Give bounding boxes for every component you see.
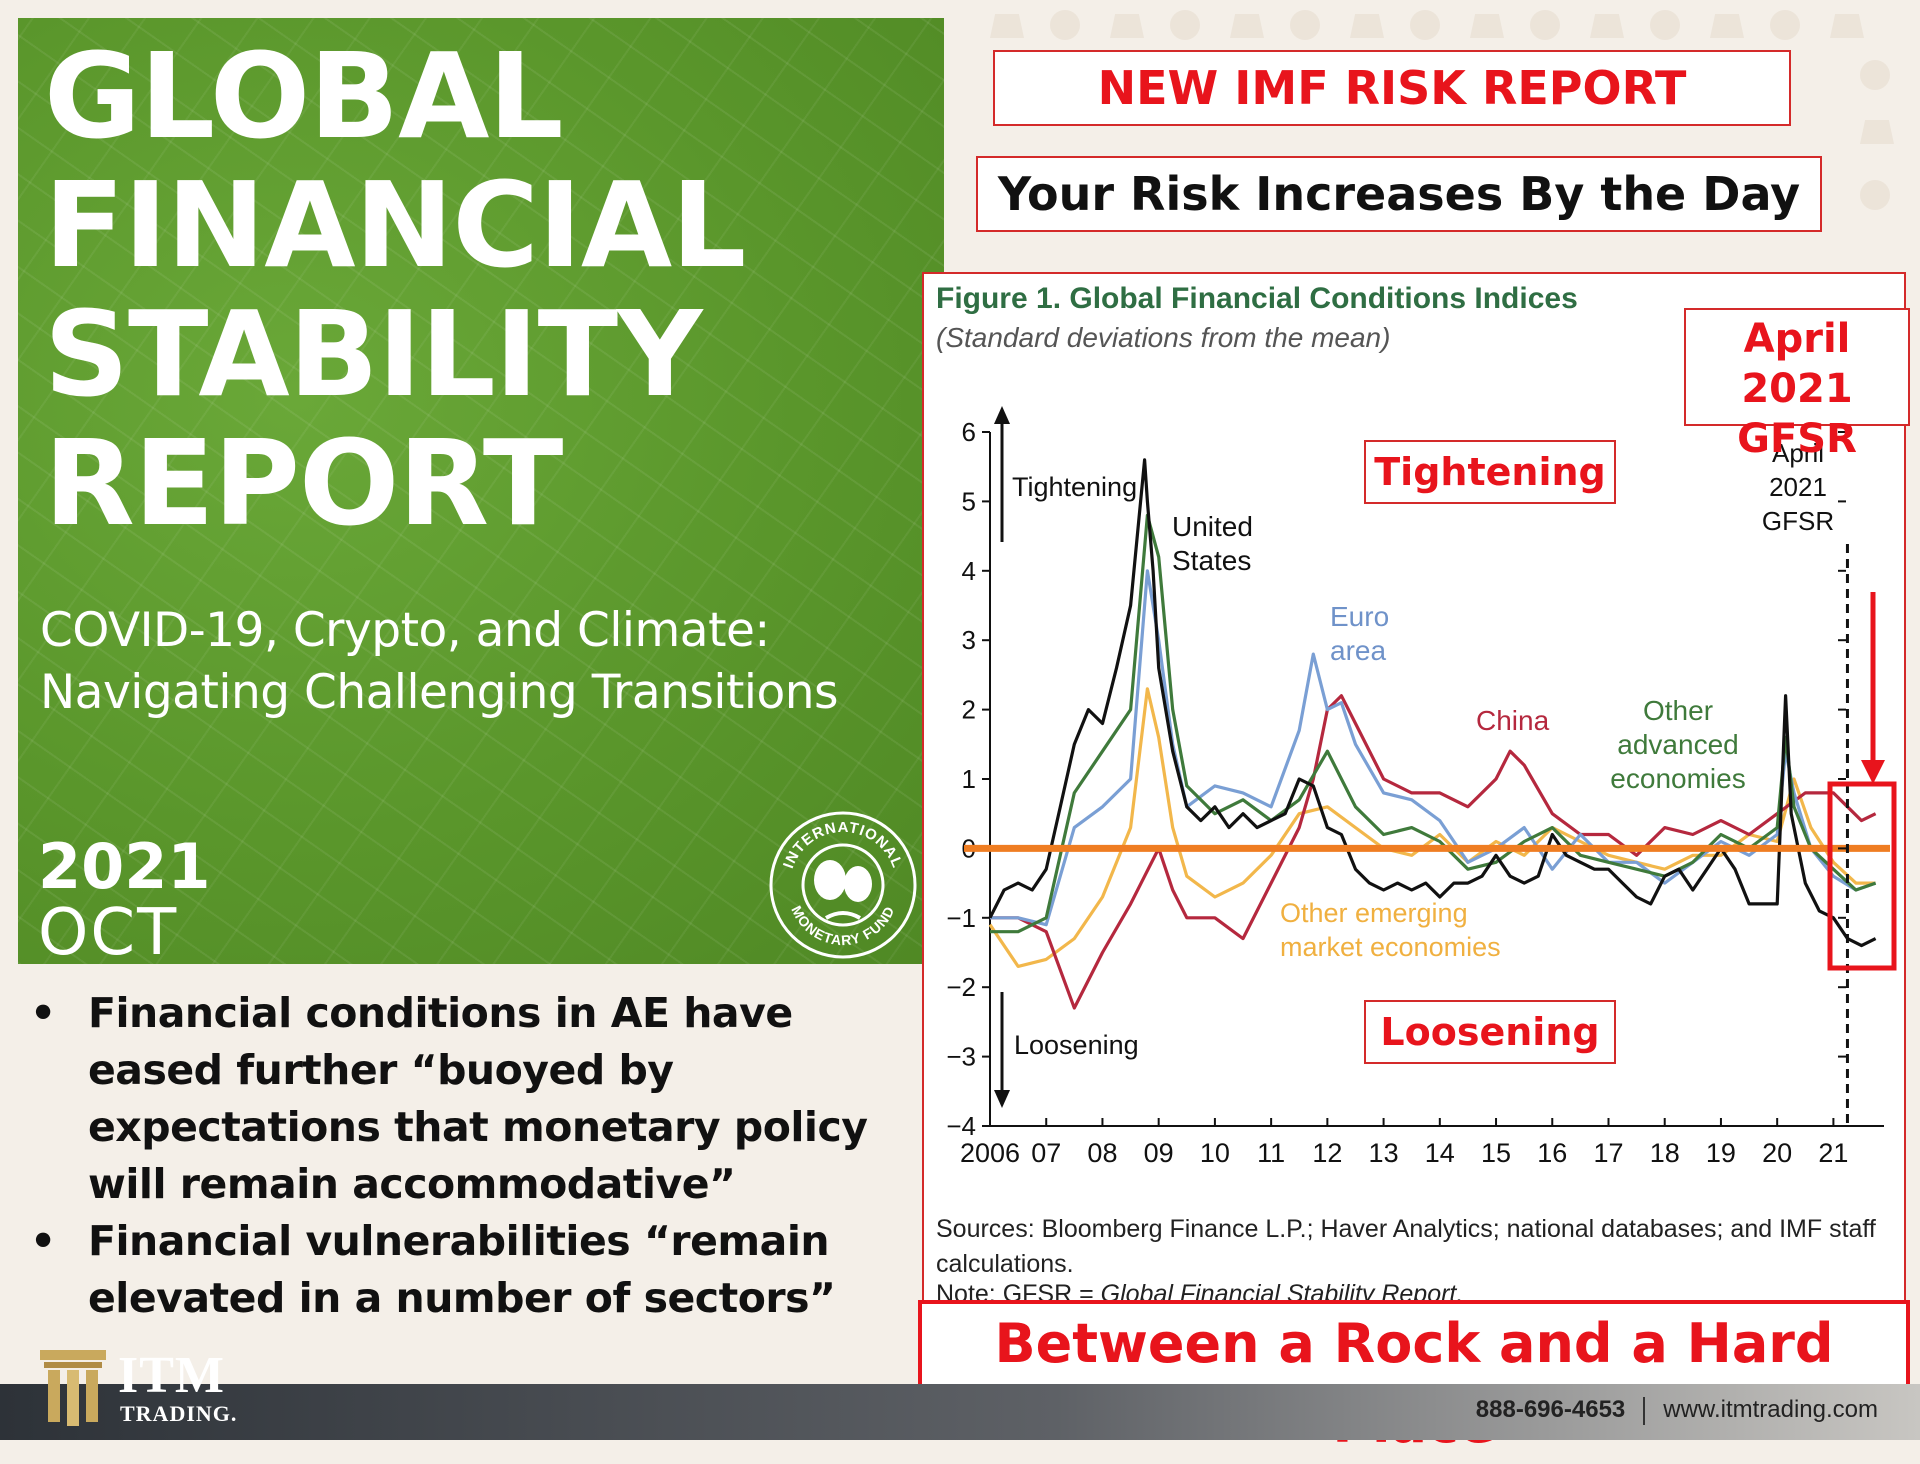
series-label-other-advanced-2: advanced: [1617, 729, 1738, 760]
x-tick-label: 20: [1762, 1138, 1792, 1168]
x-tick-label: 13: [1369, 1138, 1399, 1168]
y-tick-label: 5: [962, 486, 976, 516]
x-tick-label: 21: [1818, 1138, 1848, 1168]
y-tick-label: −1: [946, 903, 976, 933]
series-label-other-advanced-3: economies: [1610, 763, 1745, 794]
x-tick-label: 11: [1257, 1138, 1285, 1168]
y-tick-label: −4: [946, 1111, 976, 1141]
chart-label-april-3: GFSR: [1762, 506, 1834, 536]
website-link[interactable]: www.itmtrading.com: [1663, 1396, 1878, 1423]
series-label-china: China: [1476, 705, 1550, 736]
figure-title: Figure 1. Global Financial Conditions In…: [936, 282, 1578, 315]
y-tick-label: 2: [962, 695, 976, 725]
y-tick-label: 6: [962, 417, 976, 447]
report-cover: GLOBAL FINANCIAL STABILITY REPORT COVID-…: [18, 18, 944, 964]
series-label-other-advanced-1: Other: [1643, 695, 1713, 726]
loosening-callout: Loosening: [1364, 1000, 1616, 1064]
x-tick-label: 09: [1144, 1138, 1174, 1168]
chart-label-april-1: April: [1772, 438, 1824, 468]
brand-subname: TRADING.: [120, 1401, 238, 1426]
series-label-united-states-2: States: [1172, 545, 1251, 576]
line-chart: 6543210−1−2−3−4 200607080910111213141516…: [946, 406, 1897, 1168]
y-tick-label: −2: [946, 972, 976, 1002]
tightening-callout: Tightening: [1364, 440, 1616, 504]
itm-column-logo-icon: [40, 1350, 106, 1426]
series-line-united-states: [988, 458, 1877, 948]
x-tick-label: 14: [1425, 1138, 1455, 1168]
x-tick-label: 07: [1031, 1138, 1061, 1168]
highlight-box: [1827, 781, 1897, 971]
series-line-euro-area: [990, 569, 1877, 927]
cover-subtitle: COVID-19, Crypto, and Climate: Navigatin…: [40, 603, 838, 720]
highlight-arrow-head: [1861, 760, 1885, 784]
chart-label-loosening: Loosening: [1014, 1030, 1139, 1060]
x-tick-label: 2006: [960, 1138, 1020, 1168]
april-gfsr-callout: April 2021 GFSR: [1684, 308, 1910, 462]
x-tick-label: 12: [1312, 1138, 1342, 1168]
x-tick-label: 10: [1200, 1138, 1230, 1168]
cover-title: GLOBAL FINANCIAL STABILITY REPORT: [44, 27, 746, 552]
series-label-euro-area-2: area: [1330, 635, 1386, 666]
figure-subtitle: (Standard deviations from the mean): [936, 322, 1391, 353]
bullet-item: Financial conditions in AE have eased fu…: [30, 985, 910, 1213]
bottom-banner: Between a Rock and a Hard Place: [918, 1300, 1910, 1455]
tightening-arrow-head: [994, 406, 1010, 424]
series-label-other-emerging-2: market economies: [1280, 932, 1501, 962]
brand-name: ITM: [118, 1347, 225, 1404]
background-decoration: [960, 0, 1920, 300]
series-line-china: [990, 694, 1877, 1010]
chart-label-april-2: 2021: [1769, 472, 1827, 502]
x-tick-label: 18: [1650, 1138, 1680, 1168]
series-label-united-states-1: United: [1172, 511, 1253, 542]
chart-label-tightening: Tightening: [1012, 472, 1137, 502]
imf-seal-icon: INTERNATIONAL MONETARY FUND: [769, 811, 917, 959]
x-tick-label: 16: [1537, 1138, 1567, 1168]
headline-box: NEW IMF RISK REPORT: [993, 50, 1791, 126]
x-tick-label: 19: [1706, 1138, 1736, 1168]
separator: [1643, 1396, 1646, 1425]
cover-month: OCT: [38, 896, 179, 964]
series-label-other-emerging-1: Other emerging: [1280, 898, 1468, 928]
series-line-other-advanced-economies: [990, 513, 1877, 934]
phone-number[interactable]: 888-696-4653: [1475, 1396, 1626, 1423]
y-tick-label: 3: [962, 625, 976, 655]
figure-sources: Sources: Bloomberg Finance L.P.; Haver A…: [936, 1215, 1876, 1278]
cover-year: 2021: [38, 830, 211, 903]
x-tick-label: 17: [1593, 1138, 1623, 1168]
x-tick-label: 15: [1481, 1138, 1511, 1168]
bullet-list: Financial conditions in AE have eased fu…: [30, 985, 910, 1327]
x-tick-label: 08: [1087, 1138, 1117, 1168]
loosening-arrow-head: [994, 1090, 1010, 1108]
bullet-item: Financial vulnerabilities “remain elevat…: [30, 1213, 910, 1327]
y-tick-label: 1: [962, 764, 976, 794]
footer-bar: [0, 1384, 1920, 1440]
subheadline-box: Your Risk Increases By the Day: [976, 156, 1822, 232]
y-tick-label: 4: [962, 556, 976, 586]
y-tick-label: −3: [946, 1042, 976, 1072]
footer-contact: 888-696-4653 www.itmtrading.com: [1476, 1396, 1878, 1425]
series-label-euro-area-1: Euro: [1330, 601, 1389, 632]
